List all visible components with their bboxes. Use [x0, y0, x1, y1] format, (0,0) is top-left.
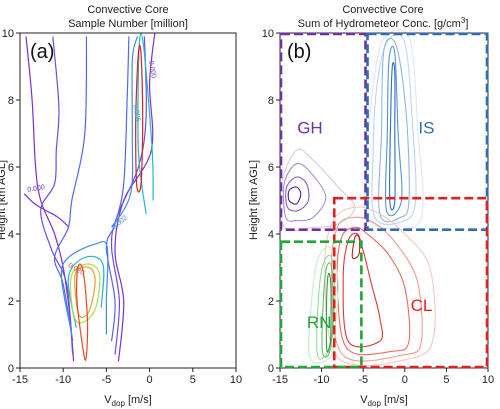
- panel-a-contour-label: 0.000: [27, 184, 46, 194]
- panel-b-xlabel-main: V: [360, 394, 368, 406]
- panel-a-frame: [19, 32, 237, 369]
- panel-a-contour-line: [67, 255, 105, 328]
- panel-a-contour-line: [105, 36, 130, 342]
- panel-b-ticks: -15 -10 -5 0 5 10 0 2 4 6 8 10: [262, 28, 494, 386]
- panel-a-contour-line: [40, 36, 74, 355]
- panel-b-xtick-label: -5: [358, 374, 368, 386]
- panel-a-contour-line: [110, 36, 147, 355]
- panel-b-contour-is: [385, 45, 403, 217]
- panel-b-ylabel: Height [km AGL]: [248, 160, 260, 240]
- panel-b-xlabel-units: [m/s]: [381, 394, 408, 406]
- panel-a-xtick-label: -5: [102, 374, 112, 386]
- panel-a-contour-line: [137, 32, 154, 214]
- panel-a-xtick-label: -10: [55, 374, 71, 386]
- panel-b-contour-rn: [316, 254, 336, 360]
- panel-a-ticks: -15 -10 -5 0 5 10 0 2 4 6 8 10: [2, 28, 242, 386]
- region-label-is: IS: [418, 119, 434, 138]
- panel-b-subtitle: Sum of Hydrometeor Conc. [g/cm3]: [298, 16, 469, 30]
- panel-b-ytick-label: 2: [268, 296, 274, 308]
- region-box-cl: [332, 196, 489, 369]
- panel-a-xtick-label: 10: [230, 374, 242, 386]
- panel-b-contour-is: [364, 29, 424, 230]
- panel-a-contour-line: [53, 36, 88, 342]
- panel-a-xlabel-sub: dop: [112, 399, 126, 408]
- panel-b-contour-cl: [336, 226, 411, 356]
- panel-a-ytick-label: 0: [8, 363, 14, 375]
- panel-b-ytick-label: 4: [268, 229, 274, 241]
- panel-b-xtick-label: 0: [402, 374, 408, 386]
- panel-b-xtick-label: -10: [314, 374, 330, 386]
- panel-a-ytick-label: 2: [8, 296, 14, 308]
- panel-a-contour-label: 0.005: [131, 104, 141, 123]
- panel-a-ytick-label: 4: [8, 229, 14, 241]
- panel-b: Convective Core Sum of Hydrometeor Conc.…: [248, 4, 494, 408]
- panel-a-contour-line: [74, 266, 96, 319]
- panel-a-contour-line: [75, 263, 89, 361]
- panel-a-ytick-label: 8: [8, 95, 14, 107]
- panel-a-contour-line: [69, 263, 101, 324]
- panel-b-contour-gh: [282, 162, 327, 222]
- panel-a-contour-line: [23, 193, 70, 228]
- region-box-rn: [279, 240, 363, 369]
- panel-b-xtick-label: 5: [443, 374, 449, 386]
- panel-b-subtitle-main: Sum of Hydrometeor Conc. [g/cm: [298, 18, 461, 30]
- panel-a-xtick-label: 5: [190, 374, 196, 386]
- panel-a-contour-label: 0.000: [147, 60, 157, 79]
- panel-b-contour-rn: [321, 262, 334, 358]
- panel-b-xtick-label: -15: [272, 374, 288, 386]
- panel-b-contour-cl: [351, 234, 361, 260]
- panel-b-subtitle-sup: 3: [461, 16, 466, 25]
- panel-a-ytick-label: 6: [8, 162, 14, 174]
- panel-b-ytick-label: 6: [268, 162, 274, 174]
- region-box-is: [366, 32, 489, 231]
- panel-a-subtitle: Sample Number [million]: [68, 18, 188, 30]
- panel-a-contour-line: [111, 36, 139, 228]
- panel-a-ytick-label: 10: [2, 28, 14, 40]
- panel-b-contour-cl: [342, 232, 384, 348]
- panel-b-letter: (b): [287, 41, 311, 63]
- panel-b-ytick-label: 8: [268, 95, 274, 107]
- panel-b-contour-gh: [285, 176, 310, 212]
- panel-a-xtick-label: 0: [147, 374, 153, 386]
- panel-b-contour-cl: [324, 206, 436, 367]
- panel-a-title: Convective Core: [87, 4, 168, 16]
- panel-b-contour-is: [371, 33, 417, 225]
- panel-a-xlabel-units: [m/s]: [125, 394, 152, 406]
- panel-b-contour-cl: [330, 216, 423, 362]
- panel-b-ytick-label: 0: [268, 363, 274, 375]
- panel-b-xtick-label: 10: [482, 374, 494, 386]
- region-label-cl: CL: [411, 296, 433, 315]
- panel-b-ytick-label: 10: [262, 28, 274, 40]
- panel-b-contour-gh: [279, 148, 356, 232]
- panel-a-ylabel: Height [km AGL]: [0, 160, 8, 240]
- panel-b-xlabel: Vdop [m/s]: [360, 394, 408, 408]
- panel-a-contour-label: 0.002: [111, 214, 129, 231]
- panel-b-contour-is: [378, 37, 410, 223]
- panel-a-xlabel: Vdop [m/s]: [104, 394, 152, 408]
- panel-b-contours: [279, 29, 436, 367]
- panel-a-contour-line: [25, 36, 75, 362]
- region-box-gh: [279, 32, 367, 231]
- panel-b-contour-gh: [287, 186, 302, 205]
- panel-b-xlabel-sub: dop: [368, 399, 382, 408]
- panel-a: Convective Core Sample Number [million] …: [0, 4, 242, 408]
- panel-a-letter: (a): [30, 41, 54, 63]
- region-label-rn: RN: [307, 313, 332, 332]
- panel-a-contour-line: [60, 240, 109, 335]
- panel-a-xlabel-main: V: [104, 394, 112, 406]
- panel-a-contour-line: [114, 32, 156, 362]
- panel-b-subtitle-end: ]: [465, 18, 468, 30]
- panel-b-regions: GH IS CL RN: [279, 32, 489, 369]
- panel-b-contour-rn: [325, 272, 332, 353]
- panel-a-xtick-label: -15: [12, 374, 28, 386]
- region-label-gh: GH: [297, 119, 323, 138]
- panel-b-title: Convective Core: [342, 4, 423, 16]
- panel-b-contour-is: [389, 61, 396, 211]
- panel-a-contour-line: [135, 44, 144, 193]
